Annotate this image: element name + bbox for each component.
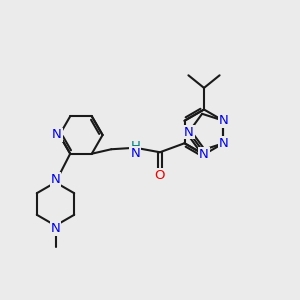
Text: O: O xyxy=(155,169,165,182)
Text: N: N xyxy=(52,128,62,142)
Text: N: N xyxy=(130,147,140,160)
Text: N: N xyxy=(219,137,228,150)
Text: H: H xyxy=(130,140,140,153)
Text: N: N xyxy=(219,114,228,127)
Text: N: N xyxy=(184,125,194,139)
Text: N: N xyxy=(199,148,209,161)
Text: N: N xyxy=(51,173,60,186)
Text: N: N xyxy=(51,222,60,235)
